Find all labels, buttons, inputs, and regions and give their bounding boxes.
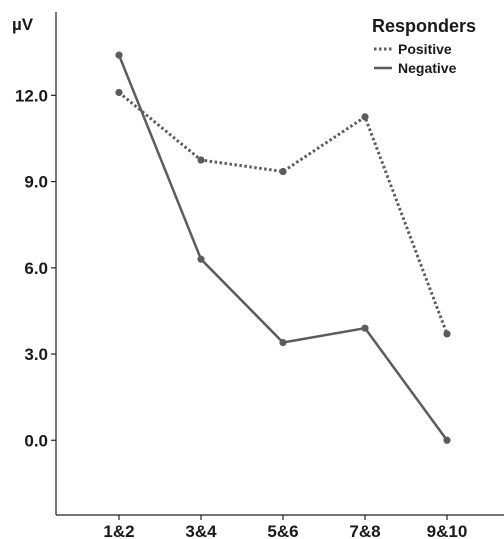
y-axis-unit-label: µV: [12, 15, 34, 34]
data-point-negative: [115, 51, 123, 59]
series: [115, 51, 451, 444]
legend-label-negative: Negative: [398, 60, 457, 76]
legend-label-positive: Positive: [398, 41, 452, 57]
data-point-negative: [361, 324, 369, 332]
y-tick-label: 9.0: [24, 173, 48, 192]
data-point-positive: [279, 167, 287, 176]
data-point-negative: [197, 255, 205, 263]
series-positive: [115, 88, 451, 338]
y-tick-label: 12.0: [15, 86, 48, 105]
x-tick-label: 9&10: [427, 522, 468, 539]
series-line-negative: [117, 54, 449, 442]
x-tick-label: 5&6: [267, 522, 298, 539]
y-tick-label: 0.0: [24, 431, 48, 450]
legend: Responders Positive Negative: [372, 16, 476, 76]
y-tick-label: 3.0: [24, 345, 48, 364]
data-point-positive: [197, 156, 205, 164]
data-point-positive: [361, 113, 369, 121]
series-line-positive: [118, 91, 449, 335]
axes: [55, 12, 504, 516]
data-point-positive: [115, 88, 123, 97]
x-tick-label: 1&2: [103, 522, 134, 539]
series-negative: [115, 51, 451, 444]
y-ticks: 0.0 3.0 6.0 9.0 12.0: [15, 86, 56, 450]
x-tick-label: 3&4: [185, 522, 217, 539]
legend-items: Positive Negative: [374, 41, 457, 76]
data-point-negative: [443, 436, 451, 444]
x-ticks: 1&2 3&4 5&6 7&8 9&10: [103, 515, 467, 539]
x-tick-label: 7&8: [349, 522, 380, 539]
data-point-negative: [279, 338, 287, 347]
data-point-positive: [443, 330, 451, 338]
legend-title: Responders: [372, 16, 476, 36]
y-tick-label: 6.0: [24, 259, 48, 278]
